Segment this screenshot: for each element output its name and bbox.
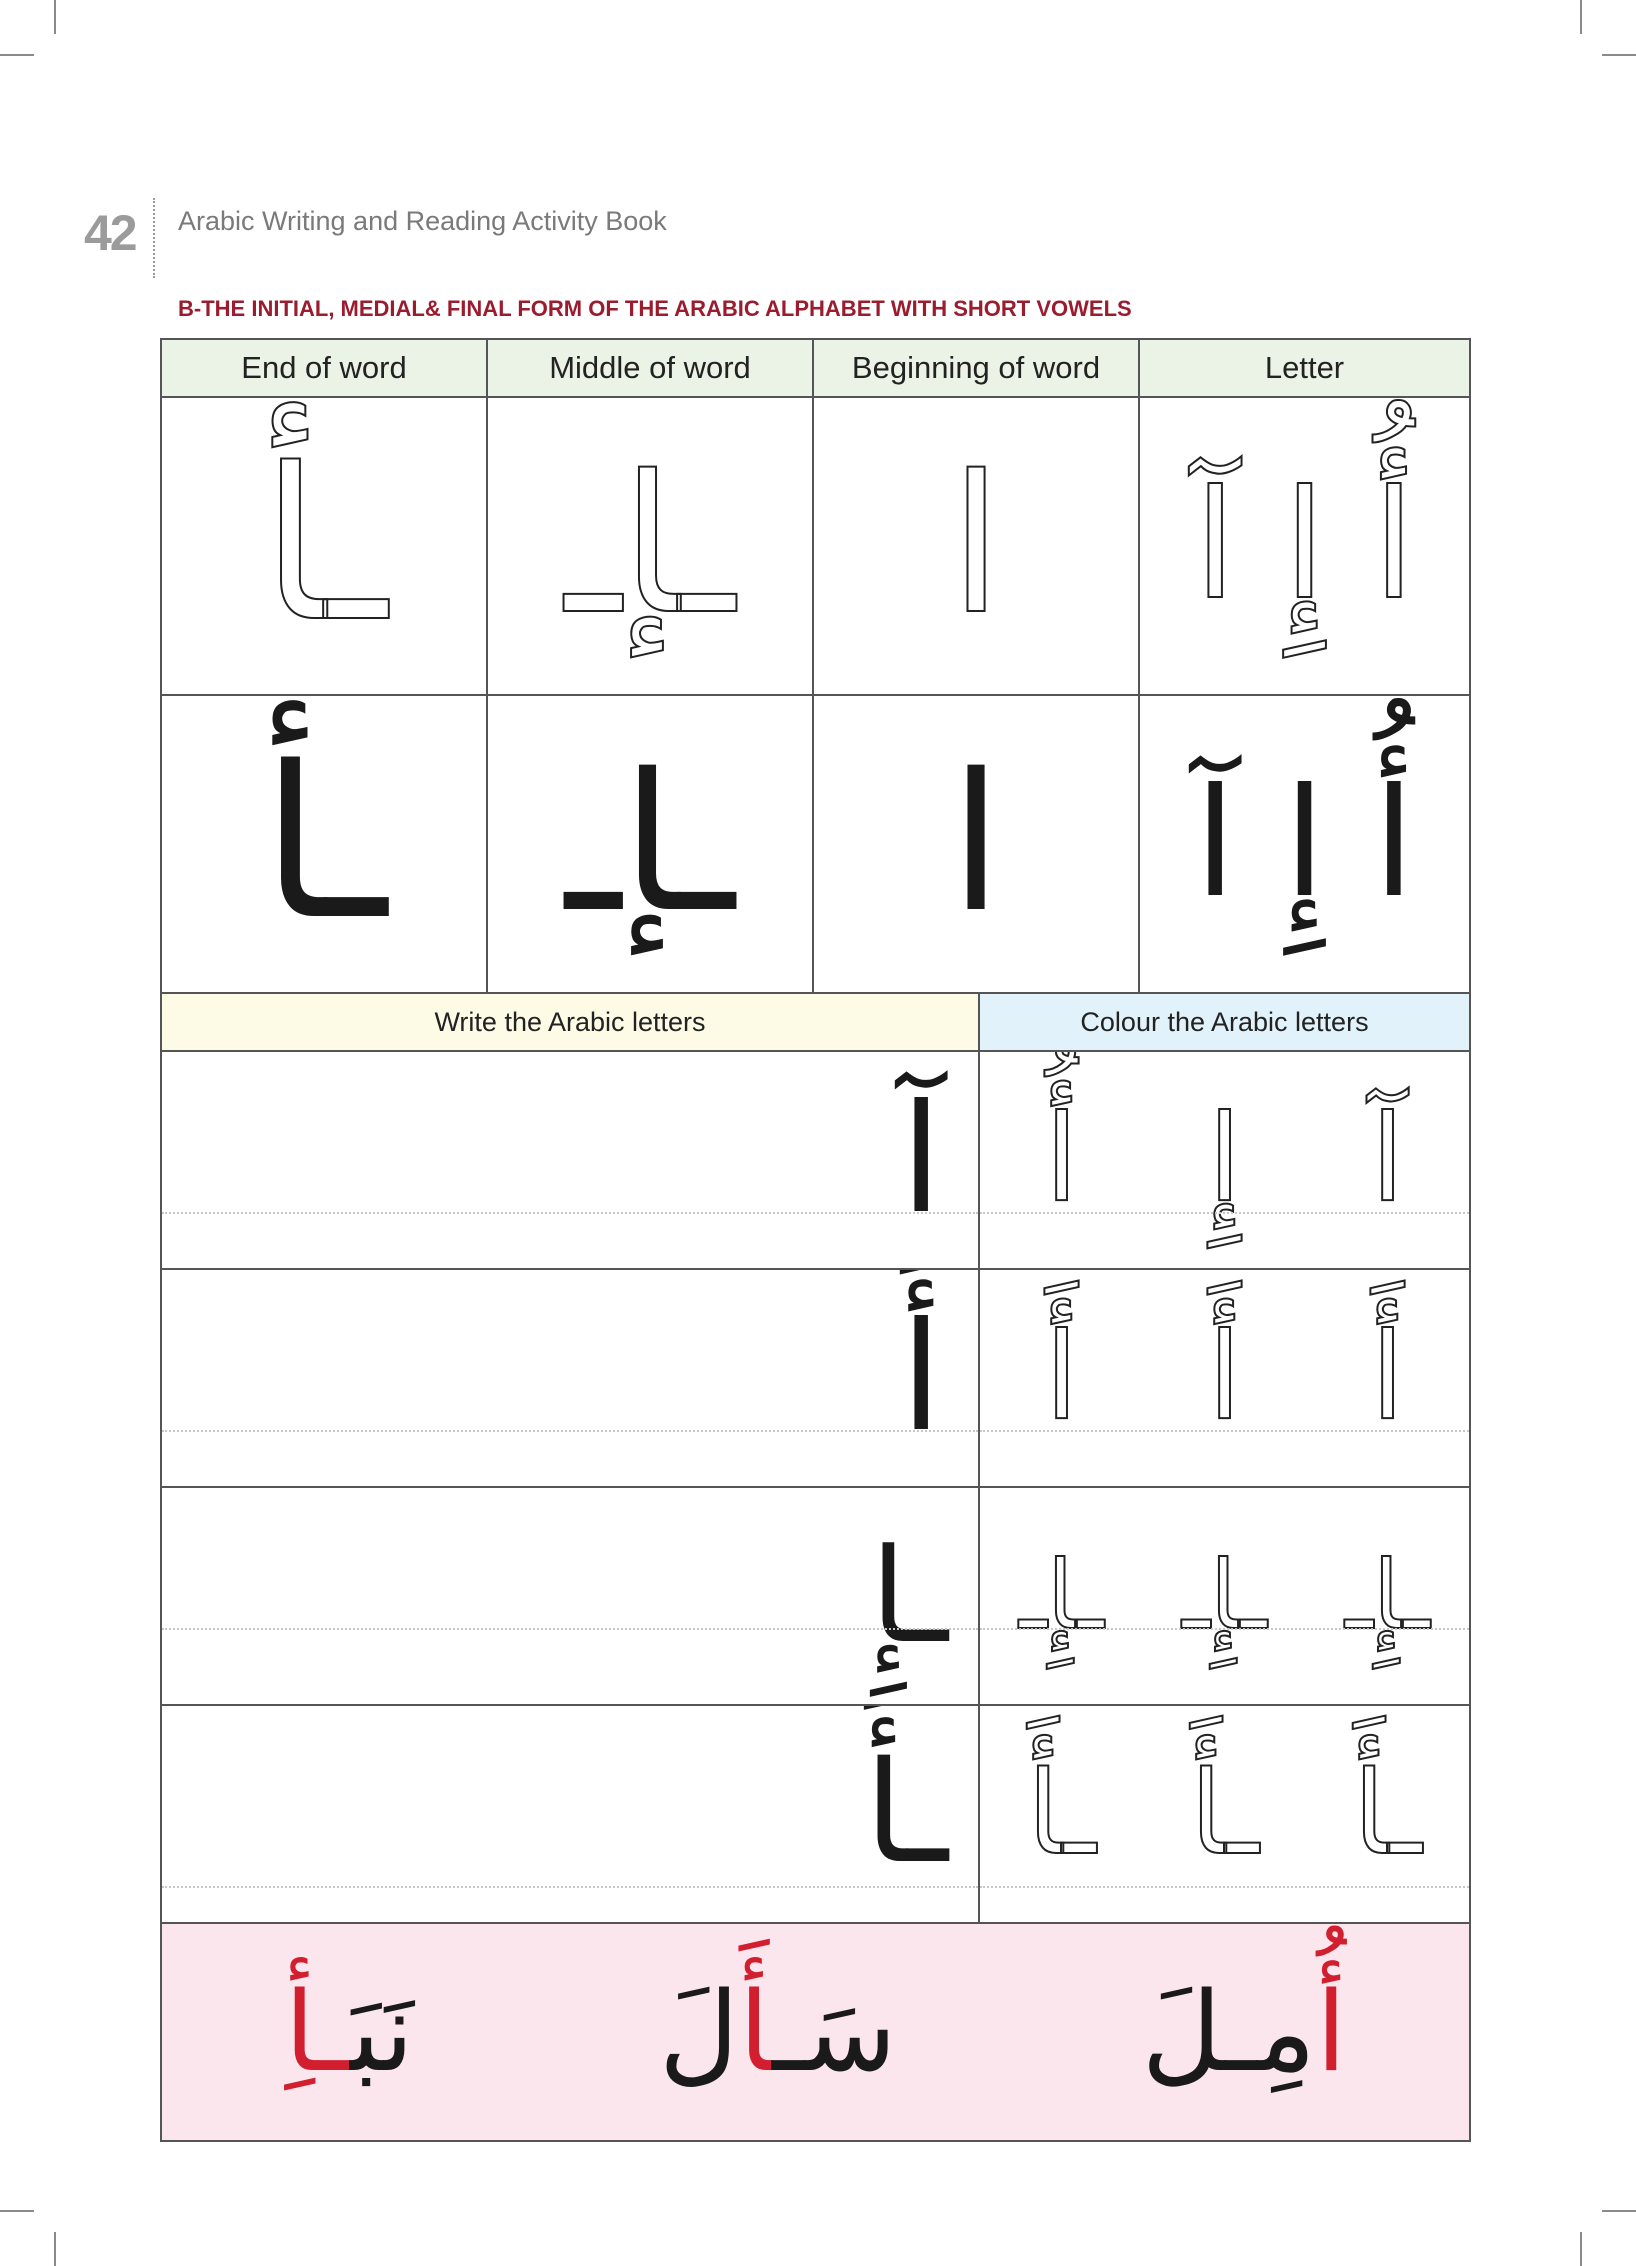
colour-area[interactable]: ـإِـ ـإِـ ـإِـ bbox=[978, 1486, 1471, 1706]
word-3: أُمِـلَ bbox=[1141, 1968, 1347, 2096]
guide-line bbox=[162, 1628, 978, 1630]
guide-line bbox=[980, 1430, 1469, 1432]
outline-end-form: ـأ bbox=[160, 396, 488, 696]
solid-middle-form: ـإـ bbox=[486, 694, 814, 994]
col-header-letter: Letter bbox=[1138, 338, 1471, 398]
crop-mark bbox=[1580, 2232, 1582, 2266]
solid-end-form: ـأ bbox=[160, 694, 488, 994]
write-header: Write the Arabic letters bbox=[160, 992, 980, 1052]
write-area[interactable]: آ bbox=[160, 1050, 980, 1270]
word-2: سَـأَلَ bbox=[658, 1968, 897, 2096]
solid-letter-forms: أُ إِ آ bbox=[1138, 694, 1471, 994]
outline-letter-forms: أُ إِ آ bbox=[1138, 396, 1471, 696]
col-header-beginning: Beginning of word bbox=[812, 338, 1140, 398]
word-1: نَبَـأِ bbox=[284, 1968, 414, 2096]
crop-mark bbox=[0, 54, 34, 56]
crop-mark bbox=[54, 2232, 56, 2266]
page-number: 42 bbox=[84, 205, 138, 261]
crop-mark bbox=[1602, 54, 1636, 56]
write-area[interactable]: أَ bbox=[160, 1268, 980, 1488]
book-title: Arabic Writing and Reading Activity Book bbox=[178, 206, 667, 236]
guide-line bbox=[980, 1886, 1469, 1888]
solid-beginning-form: ا bbox=[812, 694, 1140, 994]
colour-area[interactable]: أُ إِ آ bbox=[978, 1050, 1471, 1270]
header-divider bbox=[153, 198, 155, 278]
col-header-middle: Middle of word bbox=[486, 338, 814, 398]
col-header-end: End of word bbox=[160, 338, 488, 398]
outline-beginning-form: ا bbox=[812, 396, 1140, 696]
colour-header: Colour the Arabic letters bbox=[978, 992, 1471, 1052]
colour-area[interactable]: ـأَ ـأَ ـأَ bbox=[978, 1704, 1471, 1924]
crop-mark bbox=[1602, 2210, 1636, 2212]
write-area[interactable]: ـإِ bbox=[160, 1486, 980, 1706]
guide-line bbox=[980, 1628, 1469, 1630]
guide-line bbox=[980, 1212, 1469, 1214]
crop-mark bbox=[1580, 0, 1582, 34]
outline-middle-form: ـإـ bbox=[486, 396, 814, 696]
guide-line bbox=[162, 1430, 978, 1432]
guide-line bbox=[162, 1886, 978, 1888]
crop-mark bbox=[54, 0, 56, 34]
section-title: B-THE INITIAL, MEDIAL& FINAL FORM OF THE… bbox=[178, 296, 1132, 321]
write-area[interactable]: ـأَ bbox=[160, 1704, 980, 1924]
guide-line bbox=[162, 1212, 978, 1214]
example-words: نَبَـأِ سَـأَلَ أُمِـلَ bbox=[160, 1922, 1471, 2142]
colour-area[interactable]: أَ أَ أَ bbox=[978, 1268, 1471, 1488]
crop-mark bbox=[0, 2210, 34, 2212]
